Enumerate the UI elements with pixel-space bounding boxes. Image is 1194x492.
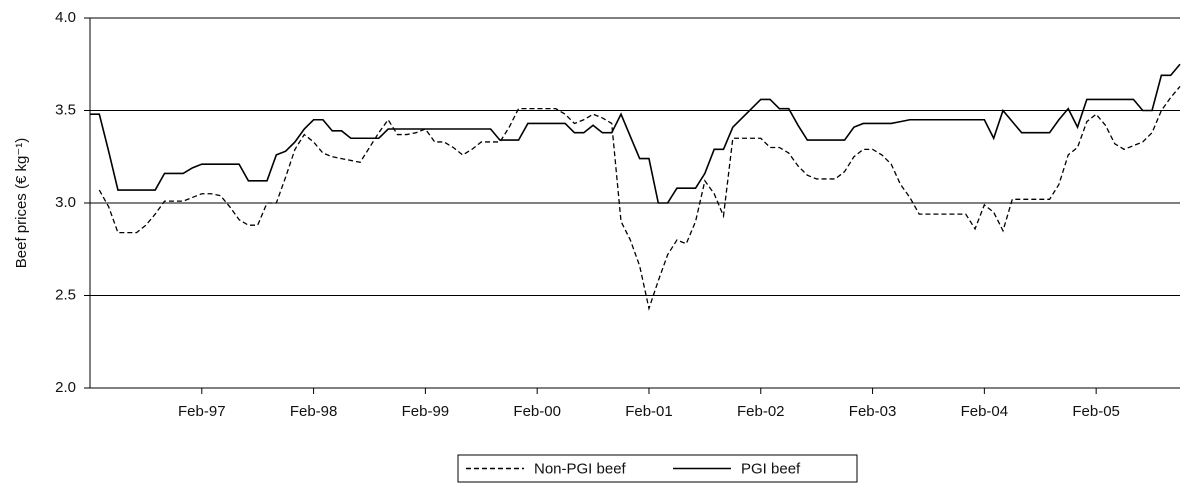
series-line bbox=[90, 63, 1181, 204]
x-tick-label: Feb-03 bbox=[849, 403, 897, 420]
x-tick-label: Feb-02 bbox=[737, 403, 785, 420]
y-tick-label: 3.5 bbox=[55, 101, 76, 118]
series-line bbox=[98, 86, 1181, 311]
legend-label: PGI beef bbox=[741, 460, 801, 477]
y-tick-label: 2.0 bbox=[55, 379, 76, 396]
x-tick-label: Feb-05 bbox=[1072, 403, 1120, 420]
legend-label: Non-PGI beef bbox=[534, 460, 627, 477]
x-tick-label: Feb-04 bbox=[961, 403, 1009, 420]
x-tick-label: Feb-98 bbox=[290, 403, 338, 420]
x-tick-label: Feb-00 bbox=[513, 403, 561, 420]
y-axis-label: Beef prices (€ kg⁻¹) bbox=[13, 138, 30, 268]
x-tick-label: Feb-97 bbox=[178, 403, 226, 420]
y-tick-label: 4.0 bbox=[55, 9, 76, 26]
legend-box bbox=[457, 454, 858, 483]
y-tick-label: 3.0 bbox=[55, 194, 76, 211]
x-tick-label: Feb-99 bbox=[402, 403, 450, 420]
y-tick-label: 2.5 bbox=[55, 286, 76, 303]
x-tick-label: Feb-01 bbox=[625, 403, 673, 420]
